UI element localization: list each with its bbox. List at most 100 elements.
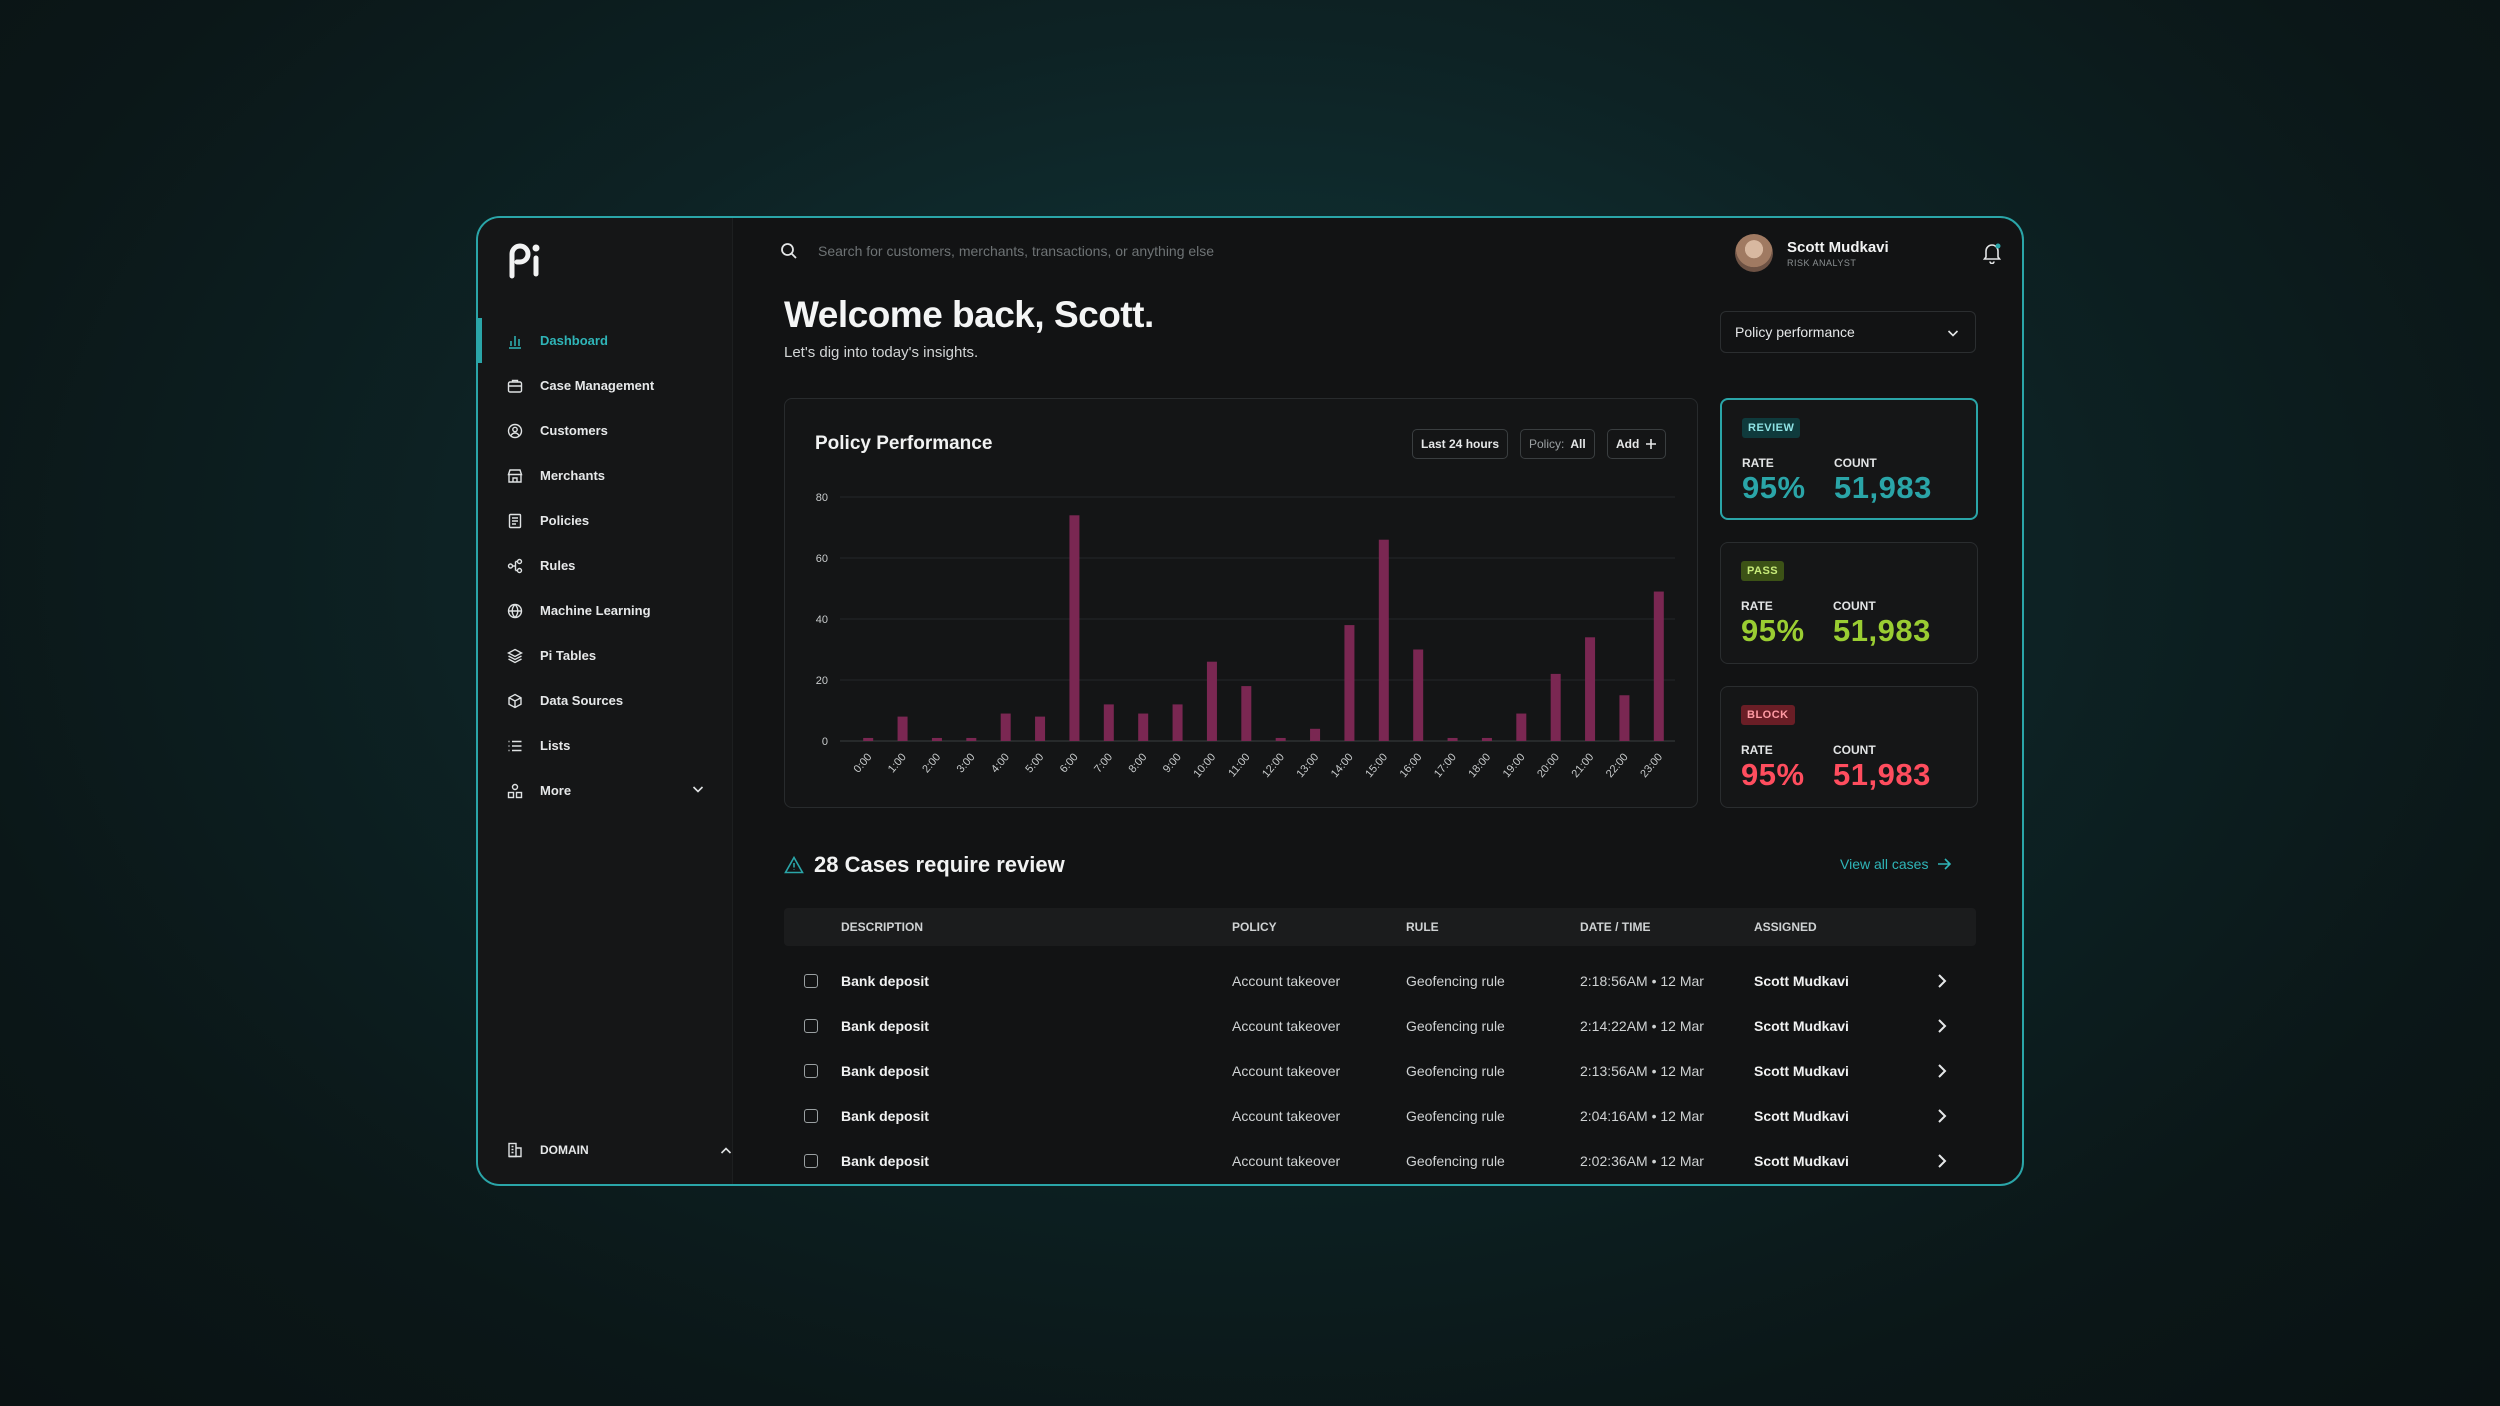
sidebar-item-more[interactable]: More bbox=[478, 768, 732, 813]
pass-stat-card[interactable]: PASS RATE 95% COUNT 51,983 bbox=[1720, 542, 1978, 664]
row-checkbox[interactable] bbox=[804, 974, 818, 988]
user-menu[interactable]: Scott Mudkavi RISK ANALYST bbox=[1735, 234, 1889, 272]
sidebar-item-label: Rules bbox=[540, 558, 576, 573]
chevron-up-icon bbox=[720, 1147, 732, 1154]
cases-table-header: DESCRIPTION POLICY RULE DATE / TIME ASSI… bbox=[784, 908, 1976, 946]
main-content: Scott Mudkavi RISK ANALYST Welcome back,… bbox=[732, 218, 2022, 1184]
x-tick-label: 5:00 bbox=[1023, 751, 1046, 775]
cases-title: 28 Cases require review bbox=[814, 852, 1065, 877]
x-tick-label: 7:00 bbox=[1092, 751, 1115, 775]
block-stat-card[interactable]: BLOCK RATE 95% COUNT 51,983 bbox=[1720, 686, 1978, 808]
bar[interactable] bbox=[931, 737, 942, 741]
sidebar-item-policies[interactable]: Policies bbox=[478, 498, 732, 543]
x-tick-label: 15:00 bbox=[1363, 751, 1390, 780]
view-all-cases-link[interactable]: View all cases bbox=[1840, 856, 1952, 872]
chevron-right-icon[interactable] bbox=[1934, 972, 1950, 990]
case-description: Bank deposit bbox=[841, 1063, 929, 1079]
sidebar-item-merchants[interactable]: Merchants bbox=[478, 453, 732, 498]
time-range-chip[interactable]: Last 24 hours bbox=[1412, 429, 1509, 459]
list-icon bbox=[506, 737, 524, 755]
arrow-right-icon bbox=[1938, 858, 1952, 870]
table-row[interactable]: Bank deposit Account takeover Geofencing r… bbox=[784, 1140, 1976, 1184]
sidebar-item-dashboard[interactable]: Dashboard bbox=[478, 318, 732, 363]
chevron-right-icon[interactable] bbox=[1934, 1107, 1950, 1125]
column-header: DATE / TIME bbox=[1580, 920, 1651, 934]
sidebar-item-lists[interactable]: Lists bbox=[478, 723, 732, 768]
sidebar-item-pi-tables[interactable]: Pi Tables bbox=[478, 633, 732, 678]
case-datetime: 2:04:16AM • 12 Mar bbox=[1580, 1108, 1704, 1124]
table-row[interactable]: Bank deposit Account takeover Geofencing r… bbox=[784, 1095, 1976, 1140]
case-policy: Account takeover bbox=[1232, 1063, 1341, 1079]
bar[interactable] bbox=[1447, 737, 1458, 741]
bar[interactable] bbox=[1344, 625, 1355, 741]
bar[interactable] bbox=[1275, 737, 1286, 741]
sidebar-item-machine-learning[interactable]: Machine Learning bbox=[478, 588, 732, 633]
table-row[interactable]: Bank deposit Account takeover Geofencing r… bbox=[784, 960, 1976, 1005]
user-name: Scott Mudkavi bbox=[1787, 238, 1889, 256]
sidebar-item-case-management[interactable]: Case Management bbox=[478, 363, 732, 408]
chevron-right-icon[interactable] bbox=[1934, 1152, 1950, 1170]
block-badge: BLOCK bbox=[1741, 705, 1795, 725]
bar[interactable] bbox=[1035, 716, 1046, 741]
bar[interactable] bbox=[1481, 737, 1492, 741]
case-policy: Account takeover bbox=[1232, 973, 1341, 989]
x-tick-label: 0:00 bbox=[852, 751, 875, 775]
sidebar-item-data-sources[interactable]: Data Sources bbox=[478, 678, 732, 723]
bar[interactable] bbox=[1138, 713, 1149, 741]
bar[interactable] bbox=[1103, 704, 1114, 741]
bar[interactable] bbox=[1378, 539, 1389, 741]
table-row[interactable]: Bank deposit Account takeover Geofencing r… bbox=[784, 1005, 1976, 1050]
briefcase-icon bbox=[506, 377, 524, 395]
bar[interactable] bbox=[966, 737, 977, 741]
count-label: COUNT bbox=[1833, 743, 1876, 757]
x-tick-label: 6:00 bbox=[1058, 751, 1081, 775]
chevron-right-icon[interactable] bbox=[1934, 1062, 1950, 1080]
view-all-label: View all cases bbox=[1840, 856, 1929, 872]
bar[interactable] bbox=[1000, 713, 1011, 741]
sidebar-item-customers[interactable]: Customers bbox=[478, 408, 732, 453]
plus-icon bbox=[1646, 439, 1657, 449]
bar[interactable] bbox=[1585, 637, 1596, 741]
bar[interactable] bbox=[1653, 591, 1664, 741]
x-tick-label: 12:00 bbox=[1260, 751, 1287, 780]
bar[interactable] bbox=[897, 716, 908, 741]
bar[interactable] bbox=[1241, 686, 1252, 741]
policy-filter-chip[interactable]: Policy: All bbox=[1520, 429, 1595, 459]
sidebar-nav: Dashboard Case Management Customers Merc… bbox=[478, 318, 732, 813]
sidebar-item-rules[interactable]: Rules bbox=[478, 543, 732, 588]
table-row[interactable]: Bank deposit Account takeover Geofencing r… bbox=[784, 1050, 1976, 1095]
case-policy: Account takeover bbox=[1232, 1108, 1341, 1124]
avatar[interactable] bbox=[1735, 234, 1773, 272]
domain-switcher[interactable]: DOMAIN bbox=[478, 1130, 760, 1170]
pi-logo[interactable] bbox=[506, 238, 550, 282]
bar[interactable] bbox=[1516, 713, 1527, 741]
x-tick-label: 4:00 bbox=[989, 751, 1012, 775]
bar[interactable] bbox=[1206, 661, 1217, 741]
domain-label: DOMAIN bbox=[540, 1143, 589, 1157]
view-select[interactable]: Policy performance bbox=[1720, 311, 1976, 353]
bar[interactable] bbox=[1619, 695, 1630, 741]
bar[interactable] bbox=[1172, 704, 1183, 741]
chevron-right-icon[interactable] bbox=[1934, 1017, 1950, 1035]
row-checkbox[interactable] bbox=[804, 1109, 818, 1123]
layers-icon bbox=[506, 647, 524, 665]
case-datetime: 2:14:22AM • 12 Mar bbox=[1580, 1018, 1704, 1034]
bar[interactable] bbox=[1413, 649, 1424, 742]
review-stat-card[interactable]: REVIEW RATE 95% COUNT 51,983 bbox=[1720, 398, 1978, 520]
search-input[interactable] bbox=[816, 242, 1340, 260]
bar[interactable] bbox=[1310, 728, 1321, 741]
row-checkbox[interactable] bbox=[804, 1064, 818, 1078]
bar[interactable] bbox=[1069, 515, 1080, 741]
page-subtitle: Let's dig into today's insights. bbox=[784, 344, 979, 361]
bar[interactable] bbox=[863, 737, 874, 741]
column-header: ASSIGNED bbox=[1754, 920, 1817, 934]
policy-performance-card: Policy Performance Last 24 hours Policy:… bbox=[784, 398, 1698, 808]
cases-heading: 28 Cases require review bbox=[784, 852, 1065, 878]
row-checkbox[interactable] bbox=[804, 1154, 818, 1168]
add-filter-chip[interactable]: Add bbox=[1607, 429, 1667, 459]
bar[interactable] bbox=[1550, 673, 1561, 741]
bell-icon[interactable] bbox=[1982, 242, 2002, 264]
row-checkbox[interactable] bbox=[804, 1019, 818, 1033]
cube-icon bbox=[506, 692, 524, 710]
card-title: Policy Performance bbox=[815, 433, 993, 454]
